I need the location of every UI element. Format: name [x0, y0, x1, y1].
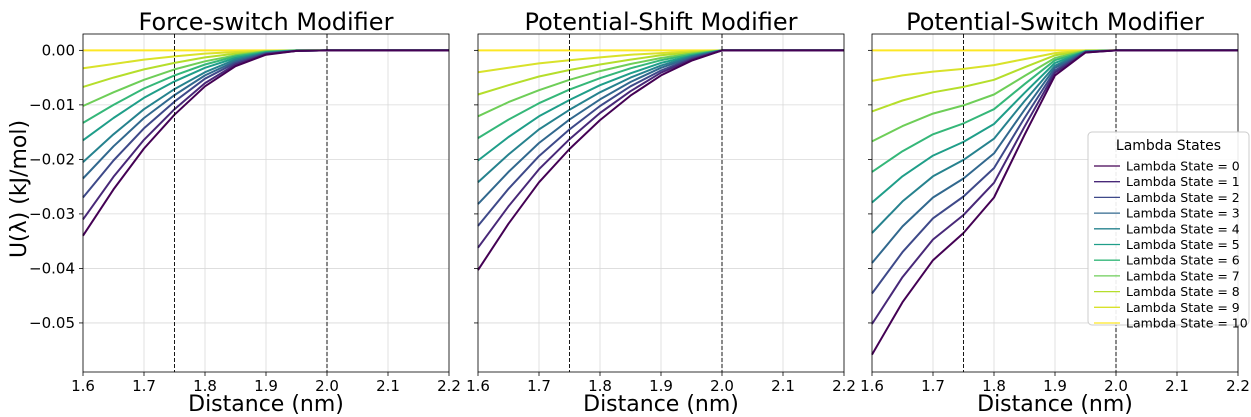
- legend-entry-3: Lambda State = 3: [1126, 206, 1240, 221]
- x-tick-label: 2.1: [1165, 377, 1189, 395]
- legend-entry-8: Lambda State = 8: [1126, 284, 1240, 299]
- series-line-lambda-0: [871, 49, 1238, 356]
- x-tick-label: 1.8: [193, 377, 217, 395]
- x-tick-label: 2.2: [1226, 377, 1250, 395]
- series-line-lambda-0: [477, 49, 844, 271]
- legend-entry-7: Lambda State = 7: [1126, 268, 1240, 283]
- legend-entry-9: Lambda State = 9: [1126, 300, 1240, 315]
- x-tick-label: 2.0: [710, 377, 734, 395]
- x-axis-label: Distance (nm): [977, 392, 1133, 417]
- x-tick-label: 1.7: [132, 377, 156, 395]
- x-tick-label: 2.2: [437, 377, 461, 395]
- legend-title: Lambda States: [1116, 138, 1221, 154]
- chart-panel-1: Force-switch Modifier 1.6 1.7 1.8 1.9 2.0 2.1 2…: [29, 8, 461, 417]
- legend-entry-6: Lambda State = 6: [1126, 253, 1240, 268]
- chart-title: Potential-Switch Modifier: [906, 8, 1204, 36]
- x-tick-label: 1.7: [527, 377, 551, 395]
- x-tick-label: 2.0: [315, 377, 339, 395]
- x-tick-label: 1.6: [860, 377, 884, 395]
- legend-box: [1087, 131, 1250, 326]
- x-axis-label: Distance (nm): [188, 392, 344, 417]
- x-tick-label: 1.8: [588, 377, 612, 395]
- y-tick-label: −0.05: [29, 314, 75, 332]
- x-tick-label: 2.0: [1104, 377, 1128, 395]
- legend-entry-0: Lambda State = 0: [1126, 159, 1240, 174]
- x-tick-label: 1.6: [71, 377, 95, 395]
- chart-title: Potential-Shift Modifier: [524, 8, 797, 36]
- x-tick-label: 2.2: [832, 377, 856, 395]
- x-tick-label: 1.9: [1043, 377, 1067, 395]
- x-tick-label: 1.9: [649, 377, 673, 395]
- y-tick-label: −0.03: [29, 205, 75, 223]
- y-tick-label: −0.02: [29, 150, 75, 168]
- chart-title: Force-switch Modifier: [139, 8, 394, 36]
- x-axis-label: Distance (nm): [583, 392, 739, 417]
- x-tick-label: 1.7: [921, 377, 945, 395]
- legend-entry-1: Lambda State = 1: [1126, 174, 1240, 189]
- y-axis-label: U(λ) (kJ/mol): [7, 120, 32, 258]
- legend-entry-4: Lambda State = 4: [1126, 221, 1240, 236]
- legend-entry-2: Lambda State = 2: [1126, 190, 1240, 205]
- y-tick-label: −0.01: [29, 96, 75, 114]
- x-tick-label: 2.1: [771, 377, 795, 395]
- x-tick-label: 1.8: [982, 377, 1006, 395]
- y-tick-label: 0.00: [42, 41, 75, 59]
- x-tick-label: 1.6: [466, 377, 490, 395]
- x-tick-label: 1.9: [254, 377, 278, 395]
- legend-entry-10: Lambda State = 10: [1126, 316, 1248, 331]
- series-line-lambda-0: [82, 49, 449, 237]
- y-tick-label: −0.04: [29, 259, 75, 277]
- x-tick-label: 2.1: [376, 377, 400, 395]
- legend-entry-5: Lambda State = 5: [1126, 237, 1240, 252]
- chart-panel-2: Potential-Shift Modifier 1.6 1.7 1.8 1.9 2.0 2…: [466, 8, 856, 417]
